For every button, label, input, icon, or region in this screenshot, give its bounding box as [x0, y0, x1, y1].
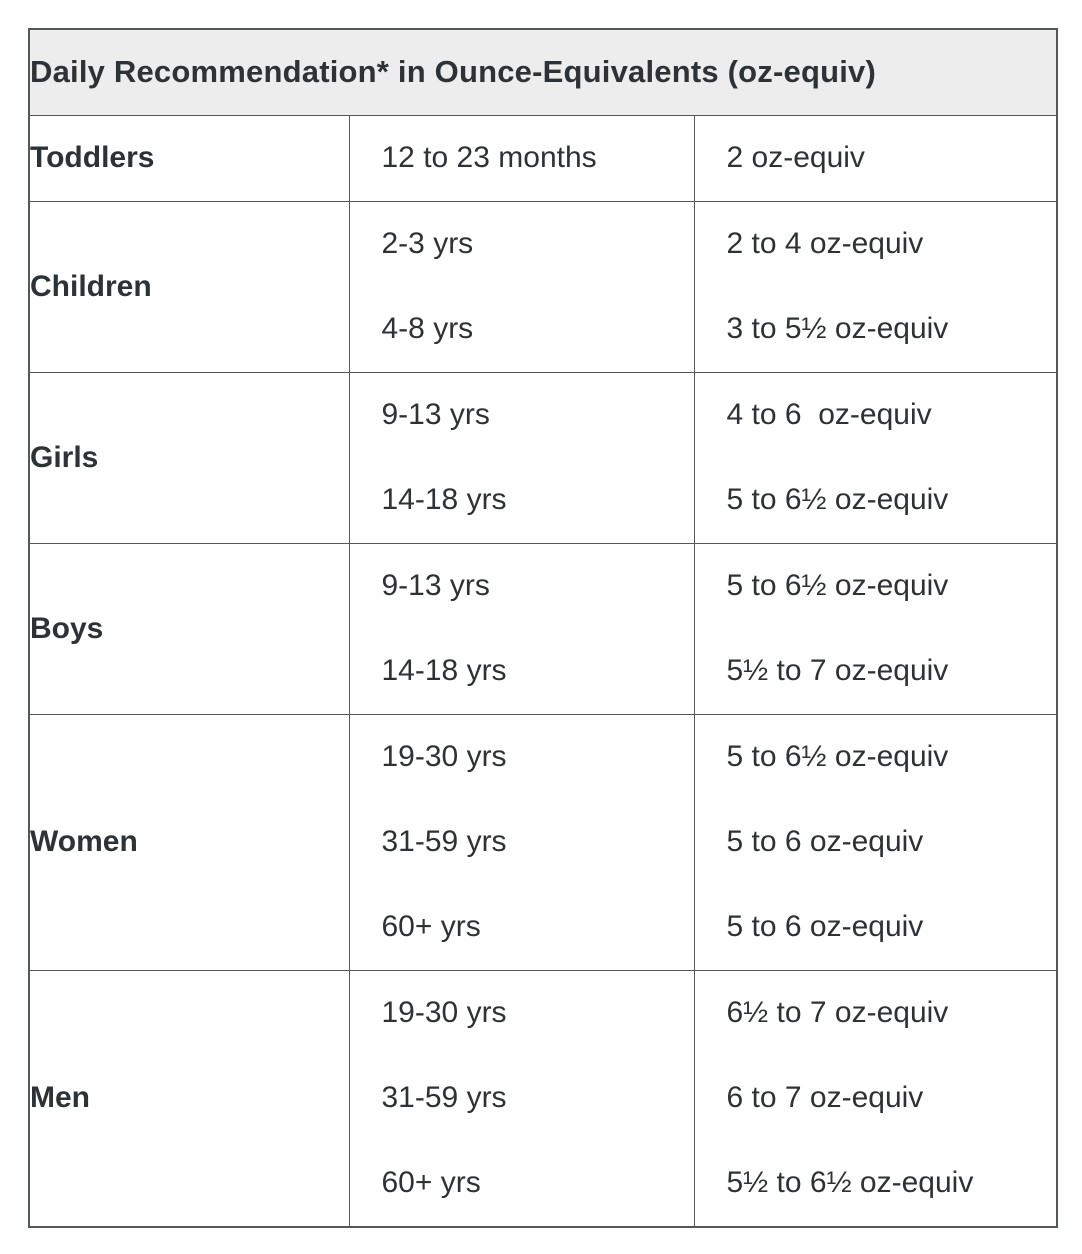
- age-value: 19-30 yrs: [381, 996, 507, 1029]
- amount-cell: 6½ to 7 oz-equiv 6 to 7 oz-equiv 5½ to 6…: [693, 969, 1058, 1227]
- amount-value: 5½ to 7 oz-equiv: [726, 654, 949, 687]
- group-label: Toddlers: [28, 114, 350, 202]
- amount-value: 5 to 6½ oz-equiv: [726, 740, 949, 773]
- age-value: 19-30 yrs: [381, 740, 507, 773]
- amount-value: 5 to 6 oz-equiv: [726, 910, 924, 943]
- amount-value: 3 to 5½ oz-equiv: [726, 312, 949, 345]
- table-row-boys: Boys 9-13 yrs 14-18 yrs 5 to 6½ oz-equiv…: [28, 542, 1058, 715]
- age-value: 14-18 yrs: [381, 654, 507, 687]
- age-cell: 12 to 23 months: [348, 114, 695, 202]
- table-row-toddlers: Toddlers 12 to 23 months 2 oz-equiv: [28, 114, 1058, 202]
- amount-value: 2 to 4 oz-equiv: [726, 227, 924, 260]
- table-header-row: Daily Recommendation* in Ounce-Equivalen…: [28, 28, 1058, 116]
- age-cell: 2-3 yrs 4-8 yrs: [348, 200, 695, 373]
- age-value: 12 to 23 months: [381, 141, 597, 174]
- age-value: 60+ yrs: [381, 910, 481, 943]
- amount-cell: 5 to 6½ oz-equiv 5½ to 7 oz-equiv: [693, 542, 1058, 715]
- amount-cell: 2 to 4 oz-equiv 3 to 5½ oz-equiv: [693, 200, 1058, 373]
- table-row-men: Men 19-30 yrs 31-59 yrs 60+ yrs 6½ to 7 …: [28, 969, 1058, 1227]
- table-row-women: Women 19-30 yrs 31-59 yrs 60+ yrs 5 to 6…: [28, 713, 1058, 971]
- amount-value: 5½ to 6½ oz-equiv: [726, 1166, 974, 1199]
- amount-value: 5 to 6½ oz-equiv: [726, 569, 949, 602]
- amount-cell: 5 to 6½ oz-equiv 5 to 6 oz-equiv 5 to 6 …: [693, 713, 1058, 971]
- amount-value: 5 to 6 oz-equiv: [726, 825, 924, 858]
- age-value: 31-59 yrs: [381, 1081, 507, 1114]
- age-value: 60+ yrs: [381, 1166, 481, 1199]
- amount-cell: 2 oz-equiv: [693, 114, 1058, 202]
- age-value: 2-3 yrs: [381, 227, 474, 260]
- age-value: 31-59 yrs: [381, 825, 507, 858]
- age-cell: 9-13 yrs 14-18 yrs: [348, 542, 695, 715]
- age-cell: 19-30 yrs 31-59 yrs 60+ yrs: [348, 713, 695, 971]
- age-cell: 9-13 yrs 14-18 yrs: [348, 371, 695, 544]
- table-row-children: Children 2-3 yrs 4-8 yrs 2 to 4 oz-equiv…: [28, 200, 1058, 373]
- amount-value: 5 to 6½ oz-equiv: [726, 483, 949, 516]
- group-label: Women: [28, 713, 350, 971]
- group-label: Children: [28, 200, 350, 373]
- age-cell: 19-30 yrs 31-59 yrs 60+ yrs: [348, 969, 695, 1227]
- group-label: Boys: [28, 542, 350, 715]
- group-label: Girls: [28, 371, 350, 544]
- amount-value: 6 to 7 oz-equiv: [726, 1081, 924, 1114]
- group-label: Men: [28, 969, 350, 1227]
- table-title: Daily Recommendation* in Ounce-Equivalen…: [28, 28, 1058, 116]
- amount-value: 4 to 6 oz-equiv: [726, 398, 932, 431]
- age-value: 9-13 yrs: [381, 398, 490, 431]
- age-value: 4-8 yrs: [381, 312, 474, 345]
- amount-value: 6½ to 7 oz-equiv: [726, 996, 949, 1029]
- age-value: 14-18 yrs: [381, 483, 507, 516]
- amount-value: 2 oz-equiv: [726, 141, 865, 174]
- age-value: 9-13 yrs: [381, 569, 490, 602]
- daily-recommendation-table: Daily Recommendation* in Ounce-Equivalen…: [28, 28, 1058, 1228]
- amount-cell: 4 to 6 oz-equiv 5 to 6½ oz-equiv: [693, 371, 1058, 544]
- table-row-girls: Girls 9-13 yrs 14-18 yrs 4 to 6 oz-equiv…: [28, 371, 1058, 544]
